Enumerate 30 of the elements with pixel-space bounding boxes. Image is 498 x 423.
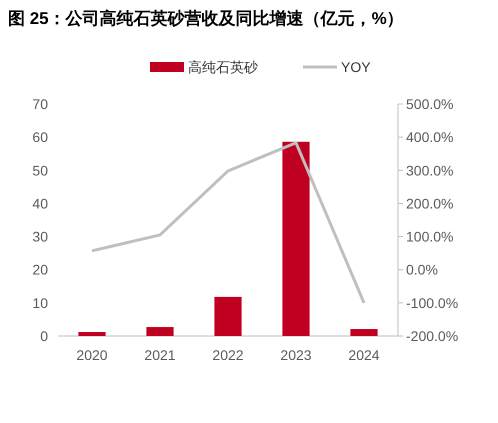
y2-tick-label: 200.0% <box>406 195 454 212</box>
y2-tick-label: -100.0% <box>406 294 458 311</box>
y-tick-label: 60 <box>32 129 48 146</box>
bar <box>214 296 242 336</box>
legend-label: 高纯石英砂 <box>188 59 258 75</box>
y-tick-label: 40 <box>32 195 48 212</box>
chart-title: 图 25：公司高纯石英砂营收及同比增速（亿元，%） <box>8 9 404 28</box>
x-tick-label: 2024 <box>348 347 380 363</box>
y2-tick-label: 100.0% <box>406 228 454 245</box>
legend-label: YOY <box>341 59 372 75</box>
y2-tick-label: 0.0% <box>406 262 438 278</box>
y2-tick-label: 400.0% <box>406 129 454 146</box>
y-tick-label: 70 <box>32 96 48 112</box>
y-tick-label: 10 <box>32 294 48 311</box>
bar <box>78 332 106 336</box>
bar <box>350 329 378 336</box>
y2-tick-label: -200.0% <box>406 328 458 344</box>
y-tick-label: 0 <box>40 328 48 344</box>
y2-tick-label: 300.0% <box>406 162 454 178</box>
y-tick-label: 20 <box>32 262 48 278</box>
x-tick-label: 2022 <box>212 347 244 363</box>
x-tick-label: 2020 <box>76 347 108 363</box>
x-tick-label: 2023 <box>280 347 312 363</box>
y2-tick-label: 500.0% <box>406 96 454 112</box>
y-tick-label: 30 <box>32 228 48 245</box>
bar <box>146 327 174 336</box>
line-series <box>90 141 366 304</box>
x-tick-label: 2021 <box>144 347 176 363</box>
y-tick-label: 50 <box>32 162 48 178</box>
bar <box>282 142 310 336</box>
